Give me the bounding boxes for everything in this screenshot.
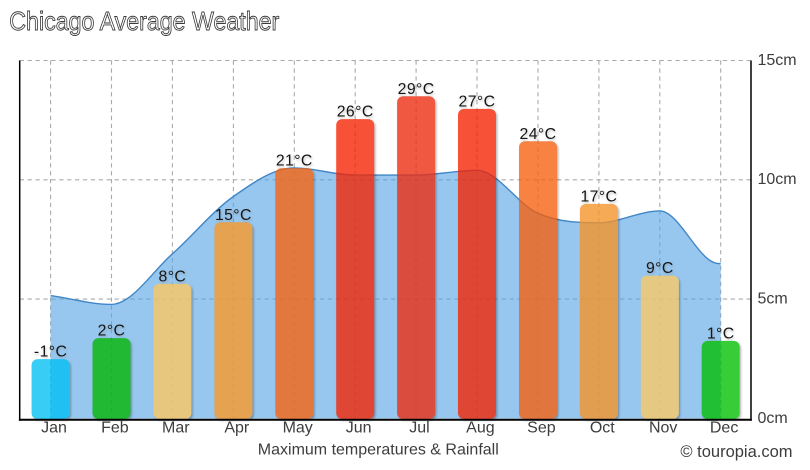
svg-text:8°C: 8°C <box>159 268 187 285</box>
svg-text:24°C: 24°C <box>520 126 557 143</box>
svg-text:10cm: 10cm <box>758 171 797 188</box>
svg-text:27°C: 27°C <box>459 94 496 111</box>
svg-text:Jun: Jun <box>346 420 372 437</box>
svg-text:15cm: 15cm <box>758 52 797 69</box>
svg-text:21°C: 21°C <box>276 153 313 170</box>
svg-text:Feb: Feb <box>101 420 129 437</box>
svg-text:17°C: 17°C <box>580 189 617 206</box>
svg-text:15°C: 15°C <box>215 207 252 224</box>
svg-text:May: May <box>283 420 313 437</box>
svg-text:26°C: 26°C <box>337 104 374 121</box>
svg-text:Mar: Mar <box>162 420 190 437</box>
svg-text:Maximum temperatures & Rainfal: Maximum temperatures & Rainfall <box>258 442 499 459</box>
svg-text:2°C: 2°C <box>98 323 126 340</box>
svg-text:1°C: 1°C <box>707 326 735 343</box>
svg-text:Chicago Average Weather: Chicago Average Weather <box>9 6 279 36</box>
svg-text:0cm: 0cm <box>758 410 788 427</box>
svg-text:5cm: 5cm <box>758 291 788 308</box>
svg-text:Dec: Dec <box>710 420 738 437</box>
svg-text:© touropia.com: © touropia.com <box>680 443 792 461</box>
svg-text:Sep: Sep <box>527 420 556 437</box>
svg-text:Apr: Apr <box>224 420 250 437</box>
svg-text:9°C: 9°C <box>646 260 674 277</box>
svg-text:Jul: Jul <box>409 420 429 437</box>
svg-text:Jan: Jan <box>41 420 67 437</box>
svg-text:Aug: Aug <box>466 420 494 437</box>
svg-text:Oct: Oct <box>590 420 615 437</box>
svg-text:Nov: Nov <box>649 420 677 437</box>
svg-text:-1°C: -1°C <box>34 344 67 361</box>
svg-text:29°C: 29°C <box>398 81 435 98</box>
